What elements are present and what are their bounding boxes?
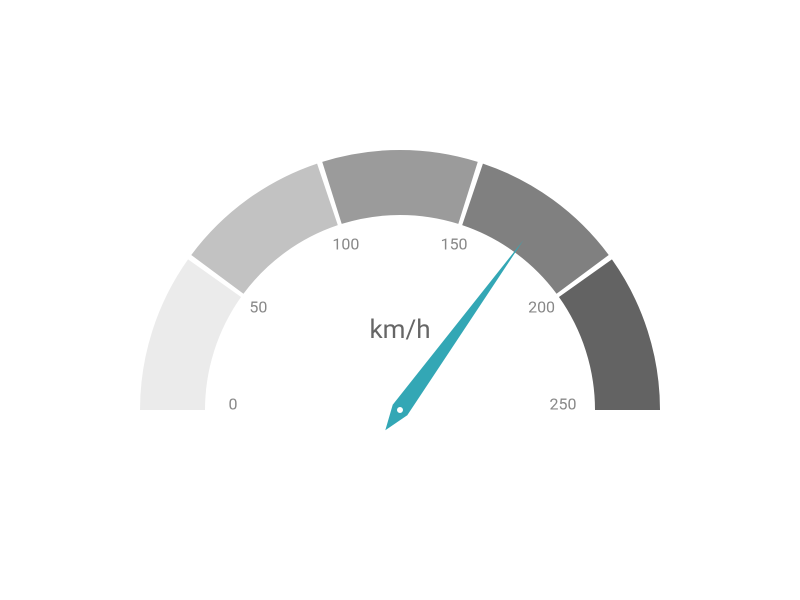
speedometer-gauge: 0 50 100 150 200 250 km/h: [120, 130, 680, 470]
gauge-tick-label: 150: [441, 234, 468, 253]
gauge-segment: [191, 164, 338, 294]
gauge-tick-label: 100: [332, 234, 359, 253]
gauge-needle-cap: [396, 406, 404, 414]
gauge-tick-label: 50: [249, 298, 267, 317]
gauge-segment: [322, 150, 478, 224]
gauge-segment: [140, 259, 241, 410]
gauge-tick-label: 200: [528, 298, 555, 317]
gauge-unit-label: km/h: [369, 315, 430, 345]
gauge-segment: [462, 164, 609, 294]
gauge-segment: [559, 259, 660, 410]
gauge-tick-label: 250: [550, 395, 577, 414]
gauge-tick-label: 0: [229, 395, 238, 414]
gauge-svg: [120, 130, 680, 470]
